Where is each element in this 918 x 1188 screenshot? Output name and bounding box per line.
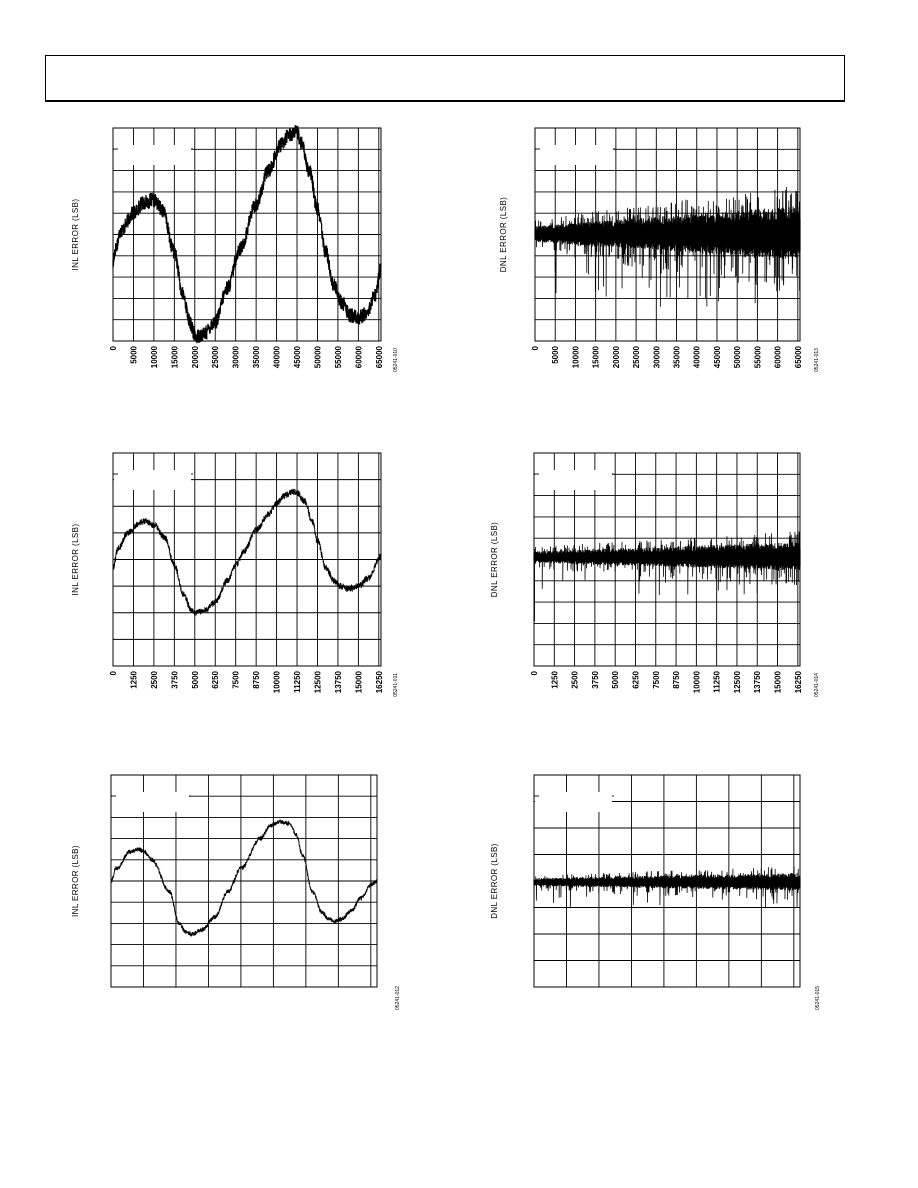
chart-inl-4095: INL ERROR (LSB) 05241-012 [71, 774, 401, 1010]
figure-code: 05241-013 [814, 348, 820, 372]
plot-frame [110, 774, 378, 988]
chart-dnl-65535: 0 5000 10000 15000 20000 25000 30000 35000 40000… [499, 127, 820, 372]
x-tick-label: 65000 [375, 345, 384, 368]
x-tick-label: 10000 [150, 345, 159, 368]
legend-box [535, 792, 612, 812]
figure-code: 05241-015 [815, 986, 821, 1010]
chart-grid [111, 775, 377, 987]
figure-code: 05241-012 [395, 986, 401, 1010]
x-tick-label: 16250 [794, 670, 803, 693]
x-tick-label: 0 [109, 670, 118, 675]
chart-grid [113, 453, 381, 666]
x-tick-label: 25000 [211, 345, 220, 368]
plot-frame [533, 774, 801, 988]
y-axis-label: INL ERROR (LSB) [71, 845, 80, 917]
x-tick-label: 50000 [733, 345, 742, 368]
chart-dnl-16383: 0 1250 2500 3750 5000 6250 7500 8750 10000 11250 1… [490, 452, 820, 697]
x-tick-label: 1250 [129, 670, 138, 688]
x-tick-label: 35000 [673, 345, 682, 368]
legend-box [536, 145, 613, 165]
x-tick-label: 15000 [354, 670, 363, 693]
x-tick-label: 12500 [733, 670, 742, 693]
y-axis-label: DNL ERROR (LSB) [499, 197, 508, 273]
x-tick-label: 0 [531, 345, 540, 350]
figure-code: 05241-011 [393, 673, 399, 697]
x-tick-label: 25000 [632, 345, 641, 368]
y-axis-label: INL ERROR (LSB) [71, 199, 80, 271]
x-tick-label: 7500 [652, 670, 661, 688]
x-tick-label: 0 [530, 670, 539, 675]
x-tick-label: 40000 [273, 345, 282, 368]
chart-dnl-4095: DNL ERROR (LSB) 05241-015 [490, 774, 821, 1010]
x-tick-label: 60000 [774, 345, 783, 368]
legend-box [112, 792, 189, 812]
x-tick-label: 16250 [375, 670, 384, 693]
legend-box [535, 470, 612, 490]
y-axis-label: DNL ERROR (LSB) [490, 843, 499, 919]
x-tick-label: 8750 [252, 670, 261, 688]
x-tick-label: 11250 [713, 670, 722, 692]
figure-code: 05241-010 [393, 348, 399, 372]
dnl-trace-core [533, 876, 801, 888]
plot-frame [112, 127, 382, 342]
x-tick-label: 5000 [191, 670, 200, 688]
figure-code: 05241-014 [814, 673, 820, 697]
x-tick-label: 11250 [293, 670, 302, 692]
inl-trace [110, 819, 378, 937]
plot-frame [112, 452, 382, 667]
inl-trace [112, 488, 382, 617]
x-tick-label: 5000 [611, 670, 620, 688]
chart-inl-65535: 0 5000 10000 15000 20000 25000 30000 35000 40000… [71, 125, 399, 372]
x-tick-label: 8750 [672, 670, 681, 688]
x-tick-label: 13750 [334, 670, 343, 693]
x-tick-label: 5000 [129, 345, 138, 363]
x-tick-label: 60000 [354, 345, 363, 368]
x-tick-label: 1250 [550, 670, 559, 688]
x-tick-label: 20000 [191, 345, 200, 368]
x-tick-label: 10000 [571, 345, 580, 368]
y-axis-label: INL ERROR (LSB) [71, 524, 80, 596]
x-tick-label: 7500 [232, 670, 241, 688]
x-tick-label: 6250 [211, 670, 220, 688]
x-tick-label: 2500 [150, 670, 159, 688]
x-tick-label: 5000 [551, 345, 560, 363]
dnl-trace-core [534, 218, 801, 251]
chart-inl-16383: 0 1250 2500 3750 5000 6250 7500 8750 10000 11250 1… [71, 452, 399, 697]
x-tick-label: 30000 [652, 345, 661, 368]
x-tick-label: 13750 [753, 670, 762, 693]
x-tick-label: 55000 [334, 345, 343, 368]
x-tick-label: 0 [109, 345, 118, 350]
legend-box [114, 145, 191, 165]
x-tick-label: 3750 [170, 670, 179, 688]
x-tick-label: 20000 [612, 345, 621, 368]
x-tick-label: 2500 [571, 670, 580, 688]
x-tick-label: 10000 [273, 670, 282, 693]
x-tick-label: 55000 [753, 345, 762, 368]
dnl-trace-core [533, 548, 801, 566]
x-tick-label: 45000 [713, 345, 722, 368]
x-tick-label: 65000 [794, 345, 803, 368]
x-tick-label: 3750 [591, 670, 600, 688]
page-header [45, 55, 845, 102]
y-axis-label: DNL ERROR (LSB) [490, 522, 499, 598]
x-tick-label: 15000 [170, 345, 179, 368]
x-tick-label: 50000 [313, 345, 322, 368]
x-tick-label: 40000 [693, 345, 702, 368]
dnl-trace [533, 866, 801, 909]
x-tick-label: 6250 [631, 670, 640, 688]
x-tick-label: 12500 [313, 670, 322, 693]
x-tick-label: 15000 [592, 345, 601, 368]
x-tick-label: 15000 [774, 670, 783, 693]
plot-frame [534, 127, 801, 342]
x-tick-label: 35000 [252, 345, 261, 368]
plot-frame [533, 452, 801, 667]
legend-box [114, 470, 191, 490]
x-tick-label: 30000 [232, 345, 241, 368]
x-tick-label: 10000 [692, 670, 701, 693]
x-tick-label: 45000 [293, 345, 302, 368]
inl-trace [112, 125, 382, 344]
